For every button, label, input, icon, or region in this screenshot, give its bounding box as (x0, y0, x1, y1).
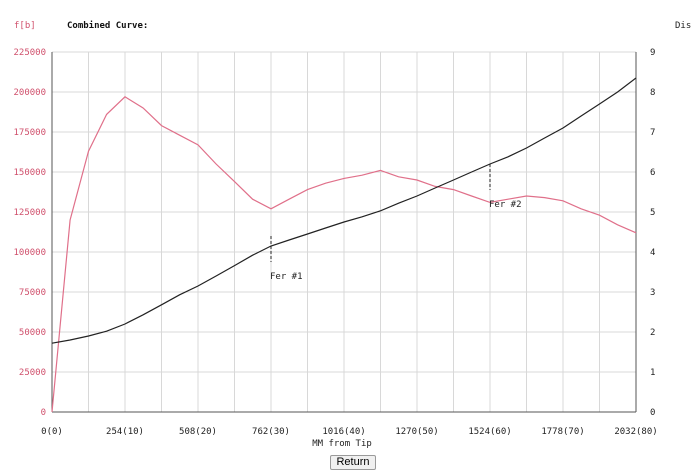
force-curve (51, 96, 637, 413)
y-right-tick-label: 3 (650, 288, 655, 298)
y-left-tick-label: 225000 (13, 48, 46, 58)
y-left-tick-label: 200000 (13, 88, 46, 98)
x-tick-label: 0(0) (41, 427, 63, 437)
x-tick-label: 1778(70) (541, 427, 584, 437)
y-left-tick-label: 150000 (13, 168, 46, 178)
x-tick-label: 1524(60) (468, 427, 511, 437)
y-left-tick-label: 50000 (19, 328, 46, 338)
x-tick-label: 254(10) (106, 427, 144, 437)
displacement-curve (51, 77, 637, 344)
y-right-tick-label: 5 (650, 208, 655, 218)
fer-marker-label: Fer #2 (489, 200, 522, 210)
y-left-tick-label: 25000 (19, 368, 46, 378)
y-right-tick-label: 1 (650, 368, 655, 378)
y-right-tick-label: 2 (650, 328, 655, 338)
combined-curve-chart: 0 25000 50000 75000 100000 125000 150000 175000… (13, 48, 657, 449)
left-axis-unit: f[b] (14, 21, 36, 31)
x-tick-label: 1016(40) (322, 427, 365, 437)
x-tick-label: 762(30) (252, 427, 290, 437)
x-axis-label: MM from Tip (312, 439, 372, 449)
return-button[interactable]: Return (330, 455, 376, 470)
y-left-tick-label: 0 (41, 408, 46, 418)
right-axis-unit: Dis (675, 21, 692, 31)
y-right-tick-label: 9 (650, 48, 655, 58)
chart-title: Combined Curve: (67, 21, 149, 31)
fer-marker-label: Fer #1 (270, 272, 303, 282)
y-left-tick-label: 175000 (13, 128, 46, 138)
y-right-tick-label: 7 (650, 128, 655, 138)
x-tick-label: 1270(50) (395, 427, 438, 437)
y-right-tick-label: 8 (650, 88, 655, 98)
y-right-tick-label: 6 (650, 168, 655, 178)
y-right-tick-label: 4 (650, 248, 655, 258)
y-left-tick-label: 75000 (19, 288, 46, 298)
y-left-tick-label: 125000 (13, 208, 46, 218)
y-left-tick-label: 100000 (13, 248, 46, 258)
x-tick-label: 508(20) (179, 427, 217, 437)
y-right-tick-label: 0 (650, 408, 655, 418)
x-tick-label: 2032(80) (614, 427, 657, 437)
